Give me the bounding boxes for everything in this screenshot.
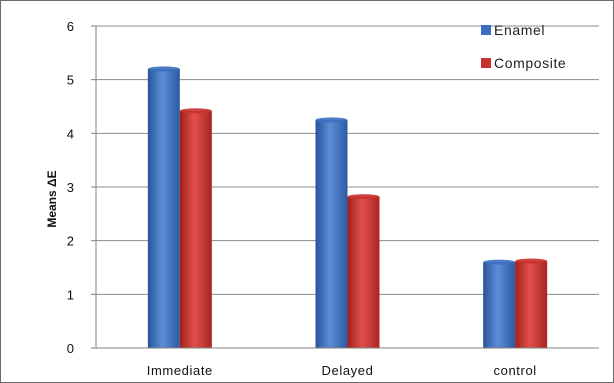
legend-swatch-composite [481, 58, 491, 68]
x-tick-label: Delayed [322, 363, 374, 378]
x-axis-labels: Immediate Delayed control [147, 363, 537, 378]
legend: Enamel Composite [481, 22, 566, 71]
y-tick-label: 4 [67, 126, 74, 141]
x-tick-label: Immediate [147, 363, 213, 378]
y-tick-label: 6 [67, 19, 74, 34]
bar-composite-control [515, 261, 548, 348]
y-axis-ticks: 0 1 2 3 4 5 6 [67, 19, 96, 356]
bar-top-cap [147, 66, 180, 72]
bar-top-cap [315, 117, 348, 123]
bars [147, 66, 548, 349]
bar-enamel-control [483, 262, 516, 348]
legend-label-enamel: Enamel [494, 22, 545, 38]
x-tick-label: control [494, 363, 537, 378]
bar-top-cap [179, 108, 212, 114]
bar-composite-delayed [347, 196, 380, 348]
y-tick-label: 5 [67, 73, 74, 88]
y-tick-label: 1 [67, 287, 74, 302]
y-axis-label: Means ΔE [45, 170, 59, 227]
y-tick-label: 3 [67, 180, 74, 195]
bar-enamel-delayed [315, 119, 348, 349]
legend-label-composite: Composite [494, 55, 566, 71]
bar-enamel-immediate [147, 68, 180, 348]
y-tick-label: 0 [67, 341, 74, 356]
bar-top-cap [483, 259, 516, 265]
bar-top-cap [515, 258, 548, 264]
legend-swatch-enamel [481, 25, 491, 35]
bar-composite-immediate [179, 110, 212, 348]
bar-top-cap [347, 194, 380, 200]
y-tick-label: 2 [67, 234, 74, 249]
